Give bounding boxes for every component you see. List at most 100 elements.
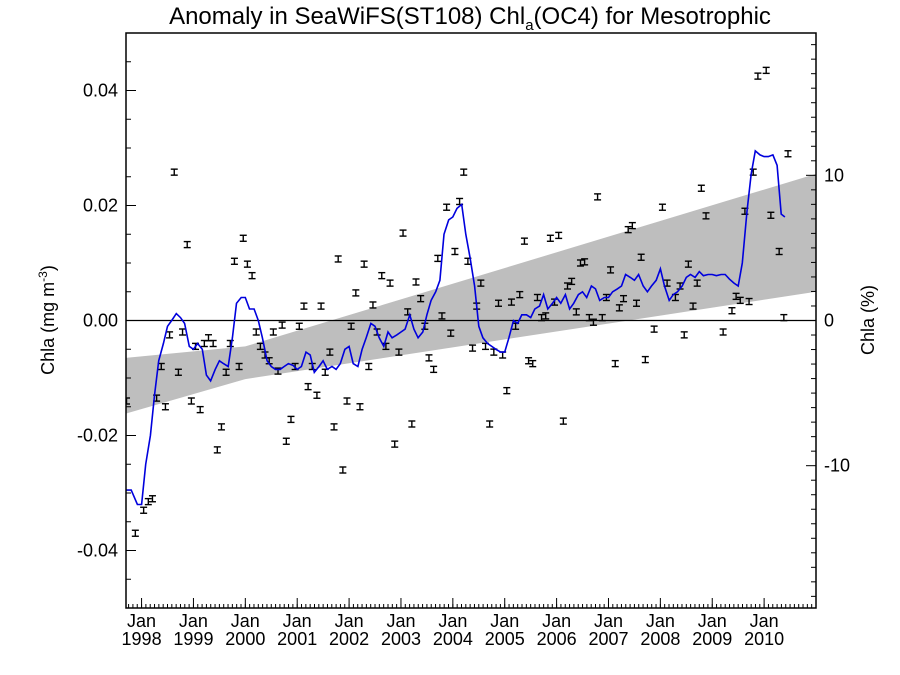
data-point [196, 405, 204, 414]
data-point [494, 299, 502, 307]
data-point [572, 308, 580, 316]
data-point [637, 253, 645, 261]
data-point [447, 329, 455, 337]
data-point [430, 365, 438, 374]
data-point [745, 297, 753, 306]
y-tick-label: 0.04 [83, 81, 118, 101]
data-point [382, 342, 390, 351]
data-point [187, 397, 195, 405]
data-point [589, 318, 597, 326]
data-point [243, 260, 251, 268]
data-point [148, 495, 156, 503]
data-point [598, 313, 606, 322]
data-point [417, 294, 425, 303]
data-point [295, 322, 303, 330]
data-point [269, 328, 277, 336]
x-tick-label-year: 2009 [692, 629, 732, 649]
x-tick-label-month: Jan [542, 611, 571, 631]
data-point [477, 279, 485, 287]
data-point [217, 423, 225, 431]
data-point [611, 359, 619, 368]
x-tick-label-year: 2010 [744, 629, 784, 649]
data-point [559, 417, 567, 425]
data-point [658, 203, 666, 211]
data-point [278, 321, 286, 329]
data-point [615, 304, 623, 312]
data-point [226, 339, 234, 348]
x-tick-label-year: 2000 [225, 629, 265, 649]
data-point [313, 391, 321, 399]
data-point [144, 497, 152, 506]
data-point [235, 362, 243, 371]
data-point [507, 298, 515, 306]
x-tick-label-month: Jan [127, 611, 156, 631]
data-point [352, 289, 360, 297]
data-point [529, 359, 537, 368]
y-tick-label-right: 10 [824, 165, 844, 185]
data-point [641, 355, 649, 364]
data-point [469, 344, 477, 352]
y-tick-label: -0.02 [77, 426, 118, 446]
data-point [650, 325, 658, 333]
data-point [546, 234, 554, 242]
data-point [378, 271, 386, 280]
data-point [728, 307, 736, 315]
x-tick-label-month: Jan [646, 611, 675, 631]
data-point [702, 212, 710, 220]
y-tick-label: 0.02 [83, 196, 118, 216]
smoothed-series-line [126, 149, 786, 506]
x-tick-label-month: Jan [750, 611, 779, 631]
data-point [594, 193, 602, 201]
data-point [317, 302, 325, 310]
data-point [719, 328, 727, 336]
data-point [170, 168, 178, 176]
x-tick-label-month: Jan [231, 611, 260, 631]
data-point [434, 254, 442, 263]
y-tick-label: 0.00 [83, 311, 118, 331]
data-point [256, 342, 264, 351]
chart-title: Anomaly in SeaWiFS(ST108) Chla(OC4) for … [169, 3, 771, 34]
x-tick-label-year: 2008 [640, 629, 680, 649]
data-point [486, 420, 494, 428]
data-point [321, 368, 329, 376]
data-point [628, 221, 636, 230]
data-point [369, 301, 377, 309]
data-point [391, 440, 399, 448]
data-point [533, 293, 541, 302]
x-tick-label-month: Jan [386, 611, 415, 631]
x-tick-label-year: 1999 [173, 629, 213, 649]
data-point [287, 415, 295, 424]
data-point [767, 211, 775, 219]
trend-band [126, 173, 816, 414]
data-point [754, 72, 762, 80]
data-point [334, 255, 342, 263]
data-point [425, 354, 433, 362]
data-point [282, 437, 290, 445]
data-point [179, 328, 187, 336]
data-point [684, 260, 692, 268]
data-point [762, 66, 770, 75]
x-tick-label-month: Jan [490, 611, 519, 631]
data-point [555, 231, 563, 240]
data-point [516, 290, 524, 299]
y-tick-label: -0.04 [77, 541, 118, 561]
data-point [620, 294, 628, 303]
data-point [581, 258, 589, 266]
data-point [386, 279, 394, 287]
y-axis-label-left: Chla (mg m-3) [36, 265, 58, 375]
data-point [356, 403, 364, 411]
x-tick-label-month: Jan [335, 611, 364, 631]
data-point [576, 259, 584, 267]
data-point [525, 357, 533, 365]
x-tick-label-year: 2002 [329, 629, 369, 649]
data-point [784, 150, 792, 158]
data-point [347, 322, 355, 330]
data-point [585, 313, 593, 322]
data-point [732, 292, 740, 301]
data-point [183, 240, 191, 249]
data-point [174, 368, 182, 376]
plot-clipped-group [126, 66, 816, 537]
data-point [443, 203, 451, 211]
x-tick-label-year: 2005 [485, 629, 525, 649]
